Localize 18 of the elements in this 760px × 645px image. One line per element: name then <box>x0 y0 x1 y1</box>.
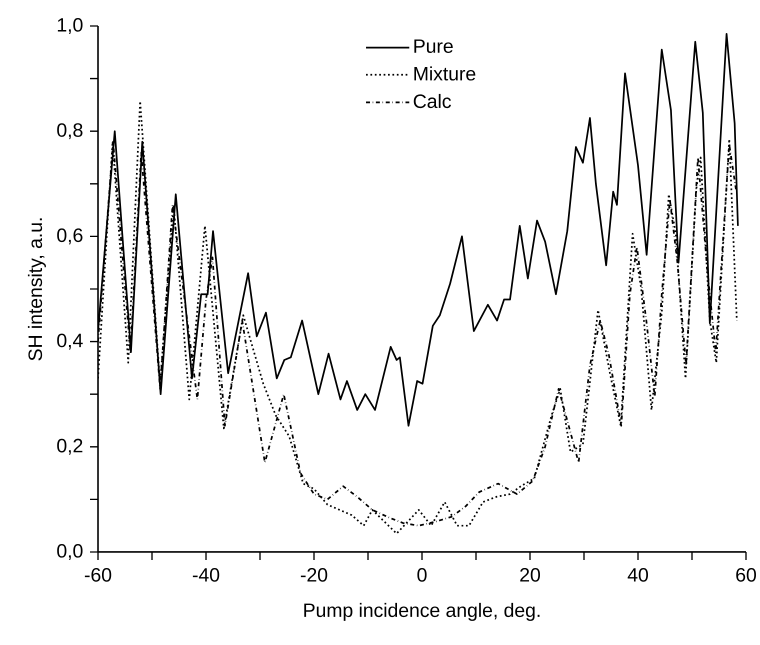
y-tick-label: 0,8 <box>57 123 82 140</box>
x-axis-title: Pump incidence angle, deg. <box>304 602 540 621</box>
x-tick-label: -40 <box>192 568 220 582</box>
x-tick-label: 60 <box>736 568 756 582</box>
y-tick-label: 0,0 <box>57 544 83 560</box>
y-tick-label: 0,2 <box>57 438 82 455</box>
legend-label: Calc <box>414 94 451 108</box>
x-tick-label: -20 <box>300 568 328 582</box>
legend-label: Pure <box>414 39 453 53</box>
legend-label: Mixture <box>414 66 476 81</box>
y-tick-label: 1,0 <box>58 18 83 34</box>
y-tick-label: 0,4 <box>57 334 83 350</box>
y-tick-label: 0,6 <box>57 228 82 244</box>
x-tick-label: -60 <box>84 568 112 582</box>
y-axis-title: SH intensity, a.u. <box>28 218 46 360</box>
x-tick-label: 20 <box>520 568 540 582</box>
x-tick-label: 40 <box>628 568 648 582</box>
x-tick-label: 0 <box>417 568 427 582</box>
